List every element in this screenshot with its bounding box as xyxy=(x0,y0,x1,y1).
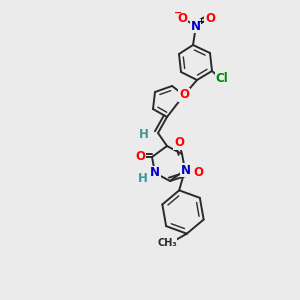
Text: N: N xyxy=(181,164,191,176)
Text: CH₃: CH₃ xyxy=(157,238,177,248)
Text: O: O xyxy=(135,151,145,164)
Text: N: N xyxy=(191,20,201,32)
Text: O: O xyxy=(177,11,187,25)
Text: O: O xyxy=(174,136,184,149)
Text: H: H xyxy=(139,128,149,142)
Text: O: O xyxy=(179,88,189,101)
Text: O: O xyxy=(193,166,203,178)
Text: +: + xyxy=(197,16,205,26)
Text: H: H xyxy=(138,172,148,184)
Text: −: − xyxy=(174,8,182,18)
Text: O: O xyxy=(205,11,215,25)
Text: Cl: Cl xyxy=(216,71,228,85)
Text: N: N xyxy=(150,167,160,179)
